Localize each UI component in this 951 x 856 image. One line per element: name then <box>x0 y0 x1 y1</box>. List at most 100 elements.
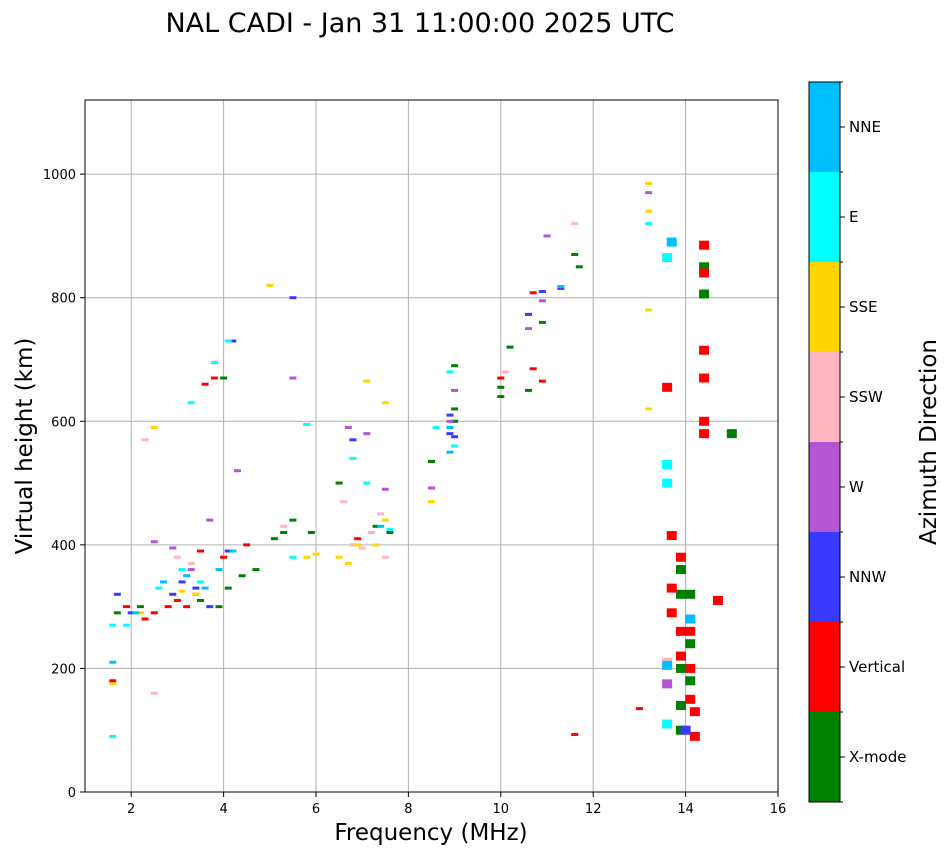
data-point-ssw <box>280 524 288 528</box>
data-point-vertical <box>699 429 710 439</box>
y-axis: 0 200 400 600 800 1000 <box>43 168 85 801</box>
data-point-e <box>155 586 163 590</box>
data-point-sse <box>645 407 653 411</box>
data-point-vertical <box>675 651 686 661</box>
colorbar-tick-label: SSE <box>849 298 878 316</box>
data-point-sse <box>109 682 117 686</box>
data-point-x-mode <box>685 589 696 599</box>
x-axis-label: Frequency (MHz) <box>334 820 527 846</box>
data-point-sse <box>645 308 653 312</box>
data-point-vertical <box>635 707 643 711</box>
data-point-nne <box>160 580 168 584</box>
data-point-e <box>662 719 673 729</box>
data-point-sse <box>266 283 274 287</box>
data-point-x-mode <box>280 531 288 534</box>
colorbar-frame <box>808 81 841 803</box>
data-point-x-mode <box>685 676 696 686</box>
data-point-nne <box>132 611 140 615</box>
data-point-w <box>206 518 214 522</box>
data-points <box>109 181 737 741</box>
data-point-nnw <box>229 339 237 343</box>
data-point-nnw <box>680 725 691 735</box>
data-point-x-mode <box>220 376 228 380</box>
colorbar-tick-label: NNW <box>849 568 886 586</box>
data-point-nne <box>446 425 454 429</box>
data-point-w <box>381 487 389 491</box>
data-point-vertical <box>197 549 204 553</box>
data-point-x-mode <box>252 568 260 572</box>
data-point-vertical <box>123 605 131 609</box>
data-point-x-mode <box>215 605 223 609</box>
data-point-x-mode <box>386 531 394 534</box>
data-point-vertical <box>689 707 700 717</box>
data-point-w <box>344 425 352 429</box>
data-point-vertical <box>666 608 677 618</box>
data-point-nnw <box>525 312 533 316</box>
data-point-nnw <box>206 605 214 609</box>
data-point-vertical <box>354 537 362 541</box>
data-point-w <box>645 191 653 195</box>
x-tick-label: 6 <box>312 802 320 817</box>
data-point-vertical <box>538 379 546 383</box>
data-point-nnw <box>113 592 121 596</box>
x-tick-label: 12 <box>585 802 602 817</box>
data-point-vertical <box>571 733 579 737</box>
data-point-w <box>525 327 533 331</box>
data-point-ssw <box>349 543 357 547</box>
grid <box>85 100 779 793</box>
data-point-nne <box>446 450 454 454</box>
data-point-nne <box>229 549 237 553</box>
data-point-e <box>109 623 117 627</box>
data-point-e <box>197 580 204 584</box>
data-point-w <box>662 679 673 689</box>
data-point-vertical <box>201 382 209 386</box>
data-point-x-mode <box>451 419 459 423</box>
colorbar-tick-label: Vertical <box>849 658 905 676</box>
data-point-e <box>210 361 218 365</box>
data-point-nne <box>662 660 673 670</box>
data-point-vertical <box>666 531 677 541</box>
data-point-ssw <box>367 531 375 534</box>
y-tick-label: 400 <box>51 539 76 554</box>
data-point-x-mode <box>335 481 343 485</box>
data-point-w <box>289 376 297 380</box>
data-point-nne <box>685 614 696 624</box>
data-point-w <box>233 469 241 473</box>
x-tick-label: 2 <box>127 802 135 817</box>
data-point-vertical <box>497 376 505 380</box>
data-point-vertical <box>183 605 191 609</box>
data-point-x-mode <box>372 524 380 528</box>
data-point-w <box>428 486 435 490</box>
data-point-e <box>446 370 454 374</box>
data-point-vertical <box>141 617 149 621</box>
data-point-x-mode <box>675 589 686 599</box>
x-tick-label: 10 <box>493 802 510 817</box>
data-point-x-mode <box>113 611 121 615</box>
data-point-w <box>451 388 459 392</box>
data-point-vertical <box>685 626 696 636</box>
data-point-e <box>109 734 117 738</box>
data-point-vertical <box>150 611 158 615</box>
data-point-e <box>123 623 131 627</box>
data-point-vertical <box>689 731 700 741</box>
data-point-e <box>645 222 653 226</box>
data-point-x-mode <box>428 459 435 463</box>
data-point-x-mode <box>538 320 546 324</box>
colorbar-swatch-x-mode <box>809 712 840 802</box>
data-point-sse <box>645 209 653 213</box>
colorbar-tick-label: SSW <box>849 388 883 406</box>
data-point-vertical <box>662 382 673 392</box>
data-point-sse <box>381 401 389 405</box>
data-point-vertical <box>699 416 710 426</box>
data-point-vertical <box>685 694 696 704</box>
data-point-nne <box>109 660 117 664</box>
data-point-ssw <box>141 438 149 442</box>
data-point-sse <box>344 561 352 565</box>
colorbar-tick-label: NNE <box>849 118 881 136</box>
data-point-x-mode <box>197 598 204 602</box>
y-tick-label: 200 <box>51 662 76 677</box>
colorbar-tick-label: X-mode <box>849 748 906 766</box>
data-point-x-mode <box>497 395 505 399</box>
colorbar-tick-label: E <box>849 208 858 226</box>
